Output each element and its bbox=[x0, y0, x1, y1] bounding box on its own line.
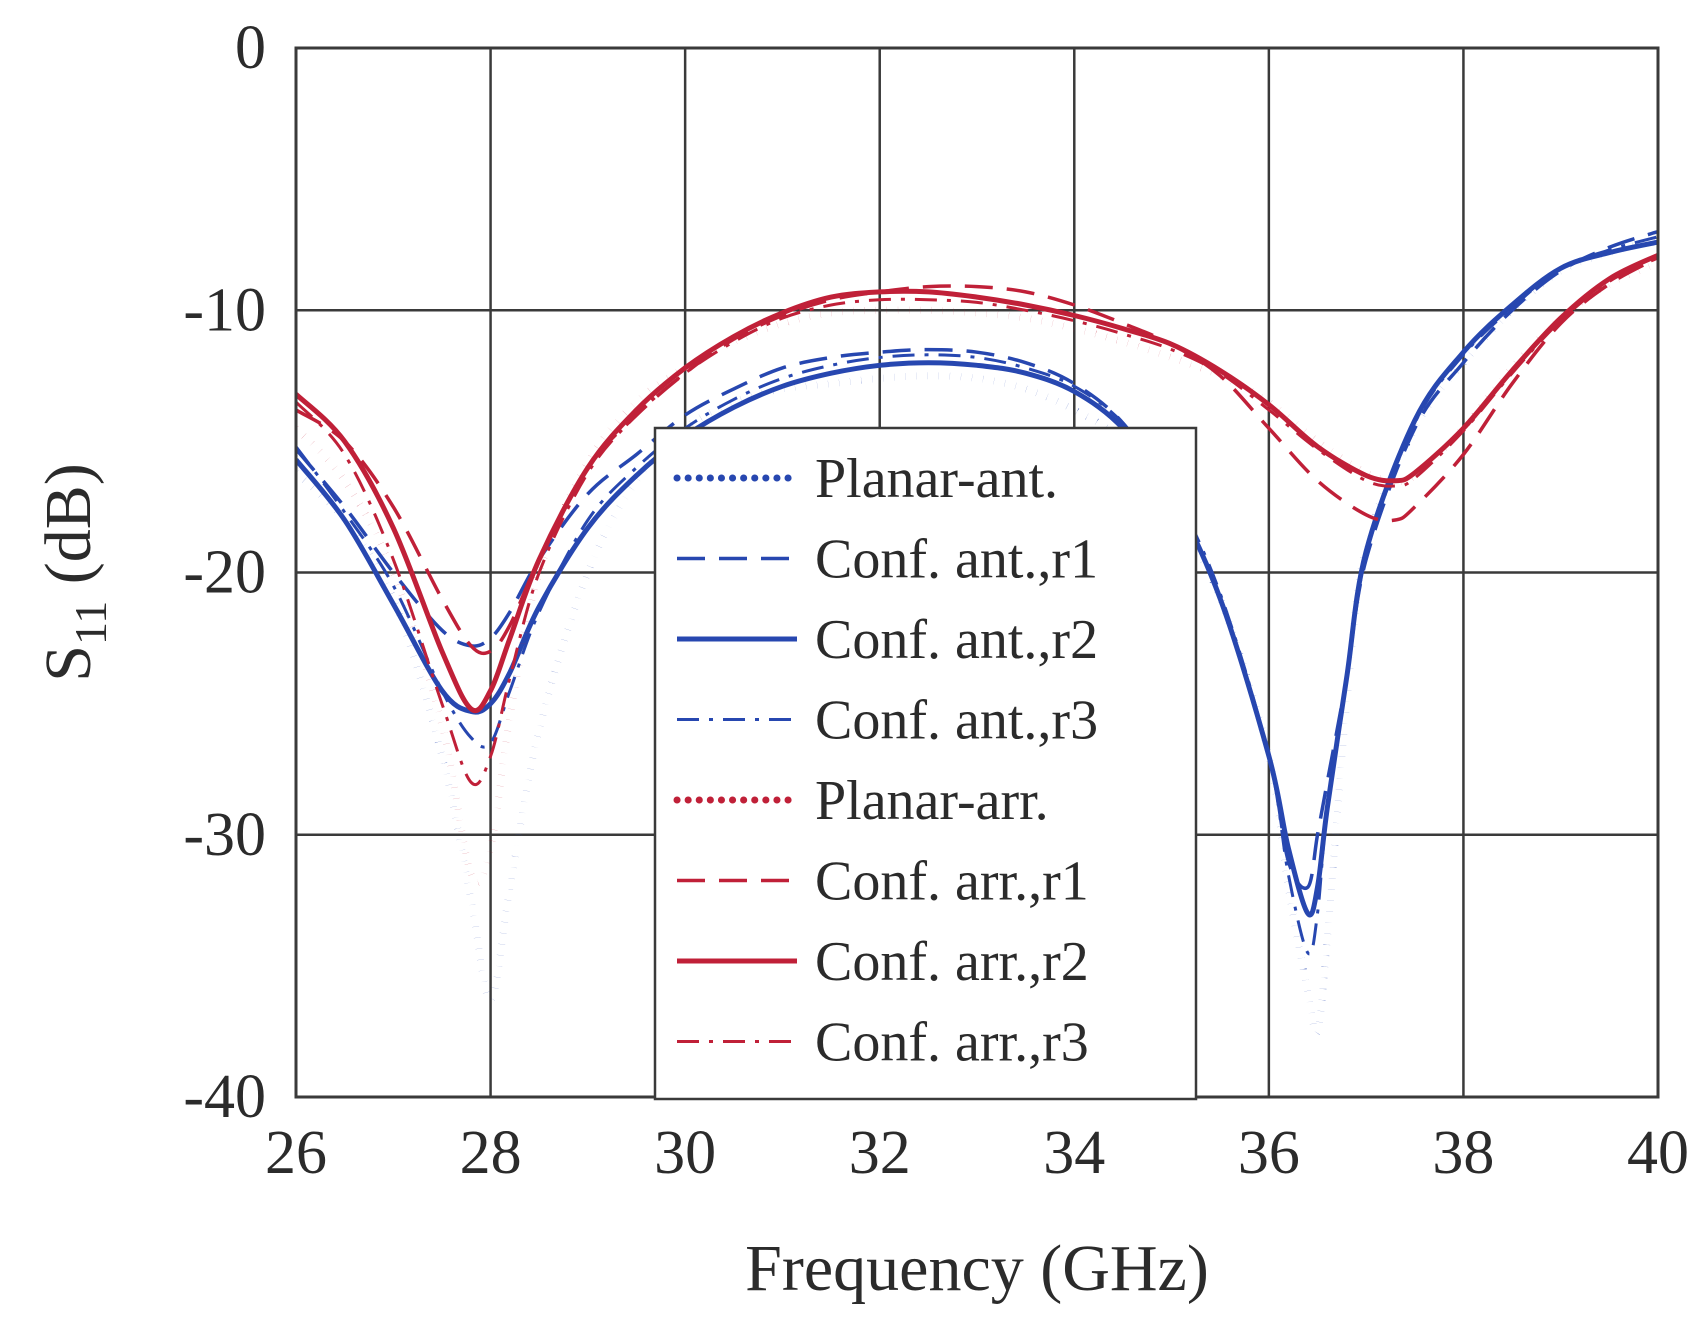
x-axis-title: Frequency (GHz) bbox=[745, 1232, 1209, 1305]
x-tick-label: 40 bbox=[1627, 1119, 1689, 1187]
y-axis-title: S11 (dB) bbox=[32, 463, 116, 682]
legend-label-7: Conf. arr.,r2 bbox=[815, 931, 1089, 993]
x-tick-label: 30 bbox=[654, 1119, 716, 1187]
series-lines bbox=[296, 229, 1658, 1037]
y-axis-title-main: S bbox=[32, 645, 105, 682]
series-line-7 bbox=[296, 252, 1658, 713]
series-line-4 bbox=[296, 235, 1658, 956]
series-line-6 bbox=[296, 256, 1658, 656]
tick-labels: 26 28 30 32 34 36 38 40 0 -10 -20 -30 -40 bbox=[183, 14, 1689, 1187]
x-tick-label: 34 bbox=[1043, 1119, 1105, 1187]
y-axis-title-unit: (dB) bbox=[32, 463, 105, 600]
legend-label-4: Conf. ant.,r3 bbox=[815, 690, 1098, 752]
legend-box bbox=[653, 426, 1198, 1101]
x-tick-label: 28 bbox=[460, 1119, 522, 1187]
y-axis-title-subscript: 11 bbox=[65, 601, 116, 645]
series-line-2 bbox=[296, 229, 1658, 890]
legend-label-6: Conf. arr.,r1 bbox=[815, 851, 1089, 913]
legend-label-1: Planar-ant. bbox=[815, 448, 1058, 510]
y-tick-label: 0 bbox=[235, 14, 266, 82]
legend: Planar-ant. Conf. ant.,r1 Conf. ant.,r2 Con… bbox=[653, 426, 1198, 1101]
y-tick-label: -40 bbox=[183, 1063, 266, 1131]
legend-label-8: Conf. arr.,r3 bbox=[815, 1012, 1089, 1074]
x-tick-label: 36 bbox=[1238, 1119, 1300, 1187]
y-tick-label: -30 bbox=[183, 801, 266, 869]
legend-label-5: Planar-arr. bbox=[815, 770, 1049, 832]
legend-label-2: Conf. ant.,r1 bbox=[815, 529, 1098, 591]
x-tick-label: 32 bbox=[849, 1119, 911, 1187]
legend-label-3: Conf. ant.,r2 bbox=[815, 609, 1098, 671]
y-tick-label: -20 bbox=[183, 539, 266, 607]
y-tick-label: -10 bbox=[183, 276, 266, 344]
x-tick-label: 26 bbox=[265, 1119, 327, 1187]
x-tick-label: 38 bbox=[1432, 1119, 1494, 1187]
